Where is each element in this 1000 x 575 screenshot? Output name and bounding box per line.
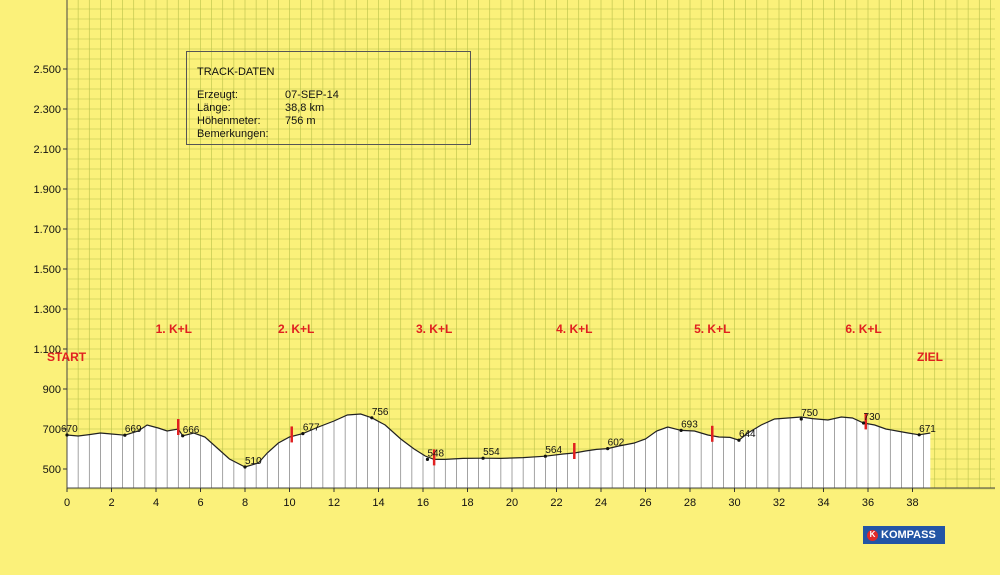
track-data-title: TRACK-DATEN [197, 66, 275, 78]
elevation-label: 693 [681, 419, 698, 430]
annotation-label: 5. K+L [694, 322, 730, 336]
track-row-remarks: Bemerkungen: [197, 128, 470, 141]
axes: 0 2 4 6 8 10 12 14 16 18 20 22 24 26 28 30 32 34 36 3850070… [33, 0, 995, 509]
annotation-label: 1. K+L [156, 322, 192, 336]
elevation-point [679, 428, 683, 432]
annotation-label: 2. K+L [278, 322, 314, 336]
elevation-point [425, 457, 430, 461]
x-tick-label: 18 [461, 497, 473, 509]
elevation-label: 548 [427, 448, 444, 459]
x-tick-label: 12 [328, 497, 340, 509]
elevation-label: 554 [483, 447, 500, 458]
track-value: 38,8 km [285, 102, 325, 114]
elevation-label: 677 [303, 423, 320, 434]
elevation-label: 602 [608, 438, 625, 449]
y-tick-label: 2.100 [33, 144, 61, 156]
point-labels: 670 669 666 510 677 756 548 554 564 602 693 644 750 7… [61, 407, 936, 469]
elevation-point [301, 432, 305, 436]
elevation-point [370, 416, 374, 420]
x-tick-label: 36 [862, 497, 874, 509]
track-label: Bemerkungen: [197, 128, 269, 140]
annotations: START 1. K+L 2. K+L 3. K+L 4. K+L 5. K+L 6. K+… [47, 322, 943, 364]
y-tick-label: 1.300 [33, 304, 61, 316]
x-tick-label: 2 [108, 497, 114, 509]
track-label: Höhenmeter: [197, 115, 261, 127]
y-tick-label: 2.300 [33, 104, 61, 116]
track-row-created: Erzeugt: 07-SEP-14 [197, 89, 470, 102]
track-value: 07-SEP-14 [285, 89, 339, 101]
elevation-point [543, 454, 547, 458]
annotation-label: 6. K+L [845, 322, 881, 336]
elevation-profile [66, 413, 931, 488]
elevation-label: 756 [372, 407, 389, 418]
track-label: Länge: [197, 102, 231, 114]
track-label: Erzeugt: [197, 89, 238, 101]
elevation-point [481, 456, 485, 460]
track-data-box: TRACK-DATEN Erzeugt: 07-SEP-14 Länge: 38… [186, 51, 471, 145]
y-tick-label: 1.900 [33, 184, 61, 196]
elevation-label: 644 [739, 429, 756, 440]
elevation-label: 750 [801, 408, 818, 419]
elevation-point [861, 421, 866, 425]
y-tick-label: 700 [43, 424, 61, 436]
profile-area [67, 414, 931, 488]
track-value: 756 m [285, 115, 316, 127]
x-tick-label: 24 [595, 497, 607, 509]
kompass-logo-icon: K [867, 529, 878, 541]
track-row-length: Länge: 38,8 km [197, 102, 470, 115]
x-tick-label: 30 [728, 497, 740, 509]
y-tick-label: 500 [43, 464, 61, 476]
y-tick-label: 1.700 [33, 224, 61, 236]
track-row-elevation: Höhenmeter: 756 m [197, 115, 470, 128]
elevation-point [181, 434, 185, 438]
x-tick-label: 34 [817, 497, 829, 509]
annotation-label: 4. K+L [556, 322, 592, 336]
y-tick-label: 1.500 [33, 264, 61, 276]
elevation-point [243, 465, 247, 469]
x-tick-label: 32 [773, 497, 785, 509]
grid [66, 0, 995, 490]
x-tick-label: 22 [550, 497, 562, 509]
elevation-label: 670 [61, 424, 78, 435]
y-tick-label: 900 [43, 384, 61, 396]
x-tick-label: 20 [506, 497, 518, 509]
elevation-point [917, 433, 921, 437]
y-tick-label: 1.100 [33, 344, 61, 356]
kompass-brand-text: KOMPASS [881, 529, 936, 541]
x-tick-label: 38 [906, 497, 918, 509]
x-tick-label: 14 [372, 497, 384, 509]
elevation-point [606, 447, 610, 451]
x-tick-label: 26 [639, 497, 651, 509]
x-tick-label: 6 [197, 497, 203, 509]
x-tick-label: 4 [153, 497, 159, 509]
elevation-label: 669 [125, 424, 142, 435]
profile-line [66, 413, 931, 468]
elevation-label: 666 [183, 425, 200, 436]
elevation-point [799, 417, 803, 421]
x-tick-label: 0 [64, 497, 70, 509]
elevation-point [123, 433, 127, 437]
y-tick-label: 2.500 [33, 64, 61, 76]
annotation-label: 3. K+L [416, 322, 452, 336]
x-tick-label: 8 [242, 497, 248, 509]
annotation-label: ZIEL [917, 350, 943, 364]
elevation-point [737, 438, 741, 442]
elevation-label: 671 [919, 424, 936, 435]
x-tick-label: 10 [283, 497, 295, 509]
annotation-label: START [47, 350, 87, 364]
elevation-label: 730 [864, 412, 881, 423]
x-tick-label: 16 [417, 497, 429, 509]
x-tick-label: 28 [684, 497, 696, 509]
elevation-label: 510 [245, 456, 262, 467]
elevation-point [65, 433, 69, 437]
kompass-logo: K KOMPASS [863, 526, 945, 544]
elevation-label: 564 [545, 445, 562, 456]
